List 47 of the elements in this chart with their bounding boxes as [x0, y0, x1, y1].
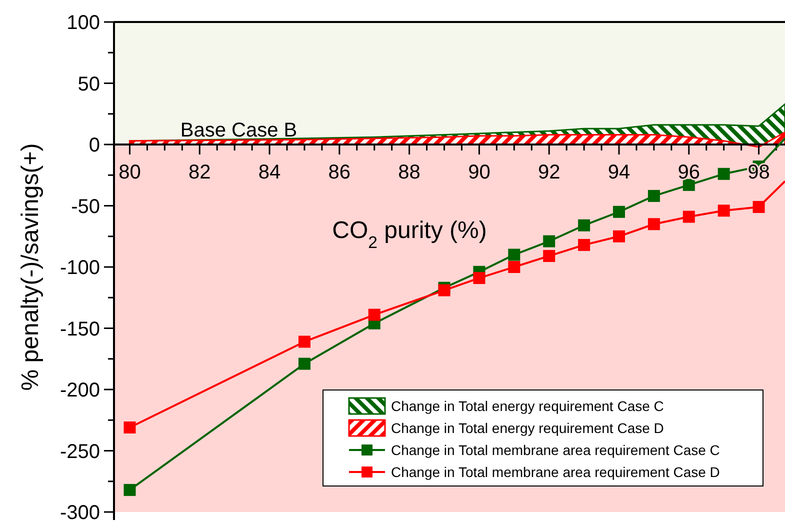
point [543, 235, 556, 248]
point [578, 219, 590, 232]
point [298, 336, 310, 348]
point [752, 200, 765, 213]
point [124, 421, 136, 434]
point [682, 178, 695, 191]
y-tick-label: 50 [78, 73, 100, 96]
point [682, 210, 695, 223]
point [718, 168, 730, 180]
point [578, 238, 590, 251]
y-tick-label: -250 [60, 440, 100, 463]
point [508, 248, 520, 261]
x-tick-label: 90 [468, 162, 490, 184]
x-tick-label: 88 [398, 162, 420, 184]
point [612, 230, 625, 242]
y-tick-label: -150 [60, 318, 100, 340]
x-tick-label: 80 [118, 162, 141, 184]
point [298, 358, 310, 370]
x-tick-label: 96 [678, 162, 700, 184]
point [473, 272, 486, 284]
x-tick-label: 86 [328, 162, 351, 184]
point [368, 308, 380, 321]
point [648, 190, 660, 202]
legend-label: Change in Total energy requirement Case C [391, 398, 664, 414]
point [543, 250, 556, 262]
x-axis-title: CO$_{2}$ purity (%) [332, 216, 487, 252]
x-tick-label: 94 [608, 162, 630, 184]
point [124, 484, 136, 496]
y-tick-label: -300 [60, 502, 100, 524]
y-tick-label: -100 [60, 257, 100, 279]
point [648, 218, 660, 230]
x-tick-label: 84 [258, 162, 281, 184]
y-tick-label: -200 [60, 380, 100, 402]
point [612, 206, 625, 218]
x-tick-label: 82 [188, 162, 211, 184]
point [438, 284, 450, 296]
point [508, 261, 520, 273]
legend-label: Change in Total membrane area requirement Case C [391, 442, 720, 458]
y-tick-label: 100 [66, 12, 100, 34]
annotation: Base Case B [180, 120, 298, 142]
point [718, 204, 730, 217]
y-tick-label: -50 [71, 196, 100, 218]
x-tick-label: 92 [538, 162, 560, 184]
y-tick-label: 0 [88, 134, 100, 156]
y-axis-title: % penalty(-)/savings(+) [17, 143, 44, 391]
legend-label: Change in Total membrane area requirement Case D [391, 464, 720, 480]
legend-label: Change in Total energy requirement Case D [391, 420, 664, 436]
